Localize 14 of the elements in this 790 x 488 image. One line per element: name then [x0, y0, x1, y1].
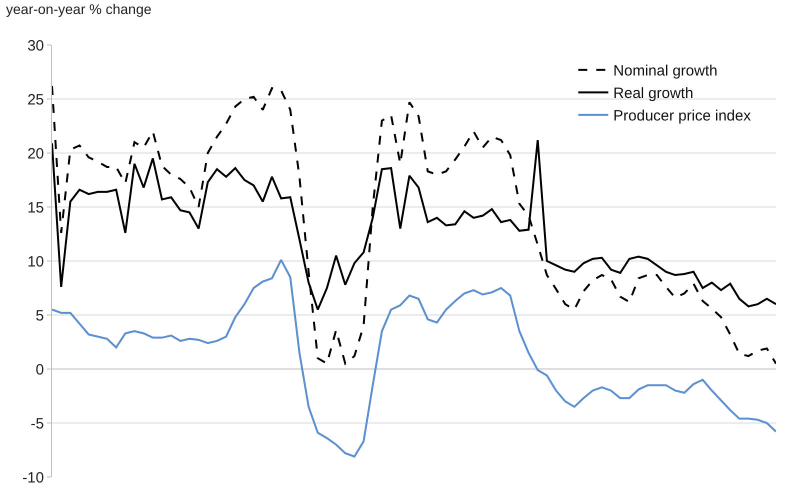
y-tick-label: 15 — [27, 199, 44, 216]
y-tick-label: 25 — [27, 91, 44, 108]
y-tick-label: 20 — [27, 145, 44, 162]
legend-label: Producer price index — [613, 108, 752, 125]
y-tick-label: -5 — [30, 415, 44, 432]
y-tick-label: 5 — [36, 307, 44, 324]
legend-label: Real growth — [613, 85, 694, 102]
y-tick-label: -10 — [22, 469, 44, 486]
y-tick-label: 0 — [36, 361, 44, 378]
y-tick-label: 30 — [27, 37, 44, 54]
legend-label: Nominal growth — [613, 62, 718, 80]
line-series — [52, 85, 776, 365]
y-tick-label: 10 — [27, 253, 44, 270]
y-axis-title: year-on-year % change — [6, 1, 152, 17]
